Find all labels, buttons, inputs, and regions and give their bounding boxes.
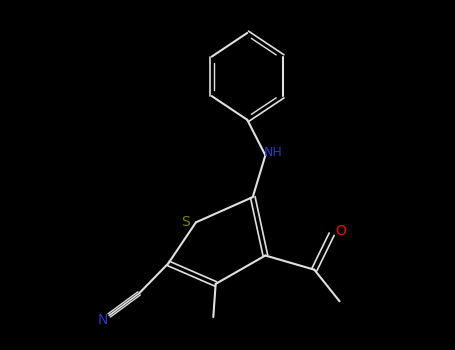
- Text: S: S: [181, 215, 190, 229]
- Text: NH: NH: [264, 146, 283, 159]
- Text: N: N: [98, 313, 108, 327]
- Text: O: O: [336, 224, 347, 238]
